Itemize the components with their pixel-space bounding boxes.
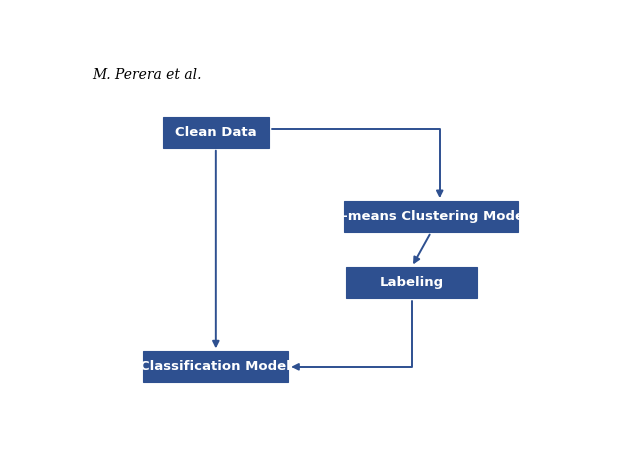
Text: Classification Model: Classification Model xyxy=(140,360,291,373)
FancyBboxPatch shape xyxy=(344,201,518,232)
FancyBboxPatch shape xyxy=(144,351,288,382)
Text: K-means Clustering Model: K-means Clustering Model xyxy=(333,210,529,223)
Text: Labeling: Labeling xyxy=(379,276,444,289)
Text: M. Perera et al.: M. Perera et al. xyxy=(92,68,202,82)
FancyBboxPatch shape xyxy=(163,117,269,148)
Text: Clean Data: Clean Data xyxy=(175,126,256,139)
FancyBboxPatch shape xyxy=(346,267,477,298)
